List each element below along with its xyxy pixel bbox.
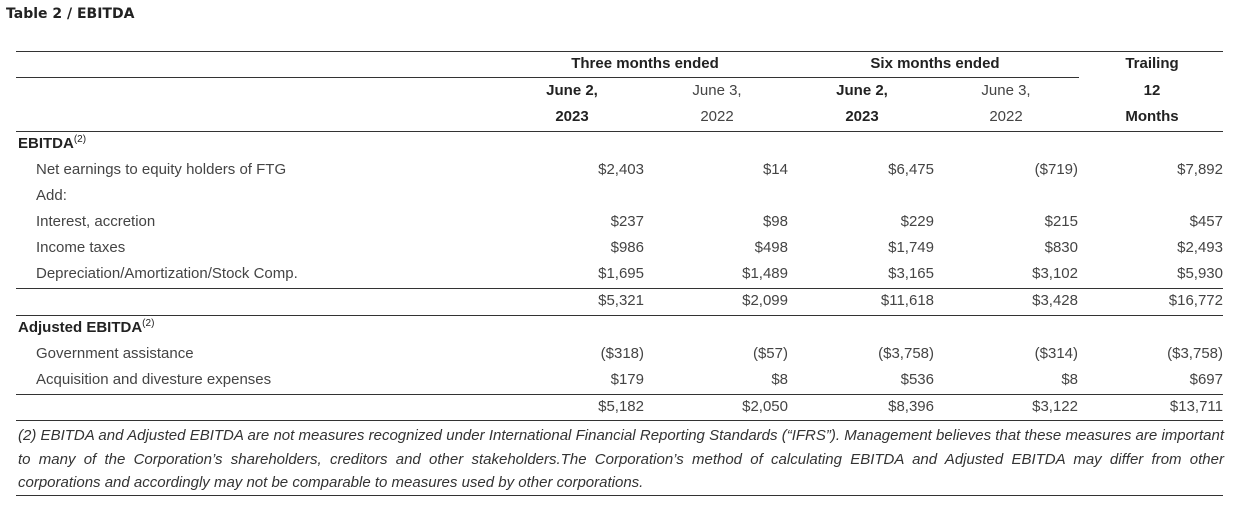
row-value-col4: $830 bbox=[1044, 239, 1078, 256]
header-col1-line2: 2023 bbox=[555, 108, 589, 125]
header-col3-line2: 2023 bbox=[845, 108, 879, 125]
header-group-rule bbox=[16, 77, 1079, 78]
subtotal-rule-2 bbox=[16, 394, 1223, 395]
subtotal-value-trailing: $16,772 bbox=[1168, 292, 1223, 309]
section-ebitda-heading: EBITDA(2) bbox=[18, 134, 87, 153]
footnote-marker: (2) bbox=[142, 318, 155, 329]
row-value-col4: ($719) bbox=[1034, 161, 1078, 178]
total-value-col4: $3,122 bbox=[1032, 398, 1078, 415]
table-title: Table 2 / EBITDA bbox=[6, 6, 135, 22]
header-trailing-line1: Trailing bbox=[1125, 55, 1179, 72]
row-value-col3: $6,475 bbox=[888, 161, 934, 178]
row-value-col1: $237 bbox=[610, 213, 644, 230]
header-six-months: Six months ended bbox=[870, 55, 1000, 72]
row-value-trailing: $2,493 bbox=[1177, 239, 1223, 256]
row-label: Add: bbox=[36, 187, 67, 204]
header-three-months: Three months ended bbox=[571, 55, 719, 72]
header-col4-line2: 2022 bbox=[989, 108, 1023, 125]
row-value-col3: ($3,758) bbox=[878, 345, 934, 362]
row-value-col2: $1,489 bbox=[742, 265, 788, 282]
row-value-col4: $8 bbox=[1061, 371, 1078, 388]
row-label: Interest, accretion bbox=[36, 213, 156, 230]
row-label: Depreciation/Amortization/Stock Comp. bbox=[36, 265, 298, 282]
section-rule-2 bbox=[16, 315, 1223, 316]
row-value-trailing: $697 bbox=[1189, 371, 1223, 388]
footnote-text: (2) EBITDA and Adjusted EBITDA are not m… bbox=[18, 427, 1224, 491]
row-value-col1: $1,695 bbox=[598, 265, 644, 282]
total-value-col1: $5,182 bbox=[598, 398, 644, 415]
row-value-col2: $8 bbox=[771, 371, 788, 388]
header-trailing-line3: Months bbox=[1125, 108, 1179, 125]
row-value-col3: $3,165 bbox=[888, 265, 934, 282]
header-col4-line1: June 3, bbox=[981, 82, 1031, 99]
row-value-col3: $229 bbox=[900, 213, 934, 230]
row-value-col2: $498 bbox=[754, 239, 788, 256]
row-label: Acquisition and divesture expenses bbox=[36, 371, 272, 388]
row-value-trailing: ($3,758) bbox=[1167, 345, 1223, 362]
subtotal-value-col3: $11,618 bbox=[880, 292, 934, 309]
total-value-trailing: $13,711 bbox=[1169, 398, 1223, 415]
row-value-col2: $98 bbox=[762, 213, 788, 230]
header-col1-line1: June 2, bbox=[546, 82, 598, 99]
header-trailing-line2: 12 bbox=[1143, 82, 1161, 99]
row-value-col1: $179 bbox=[610, 371, 644, 388]
row-value-col4: $3,102 bbox=[1032, 265, 1078, 282]
row-value-trailing: $5,930 bbox=[1177, 265, 1223, 282]
subtotal-value-col2: $2,099 bbox=[742, 292, 788, 309]
row-value-col1: ($318) bbox=[600, 345, 644, 362]
row-value-col2: $14 bbox=[762, 161, 788, 178]
total-value-col3: $8,396 bbox=[888, 398, 934, 415]
row-value-col1: $2,403 bbox=[598, 161, 644, 178]
row-label: Net earnings to equity holders of FTG bbox=[36, 161, 287, 178]
row-value-trailing: $7,892 bbox=[1177, 161, 1223, 178]
footnote-marker: (2) bbox=[73, 134, 87, 145]
subtotal-value-col4: $3,428 bbox=[1032, 292, 1078, 309]
row-label: Income taxes bbox=[36, 239, 126, 256]
footnote-bottom-rule bbox=[16, 495, 1223, 496]
header-col2-line1: June 3, bbox=[692, 82, 742, 99]
subtotal-rule-1 bbox=[16, 288, 1223, 289]
total-value-col2: $2,050 bbox=[742, 398, 788, 415]
subtotal-value-col1: $5,321 bbox=[598, 292, 644, 309]
row-value-col4: $215 bbox=[1044, 213, 1078, 230]
row-value-col3: $1,749 bbox=[888, 239, 934, 256]
total-rule bbox=[16, 420, 1223, 421]
header-bottom-rule bbox=[16, 131, 1223, 132]
row-value-col4: ($314) bbox=[1034, 345, 1078, 362]
row-label: Government assistance bbox=[36, 345, 194, 362]
header-col2-line2: 2022 bbox=[700, 108, 734, 125]
table-top-rule bbox=[16, 51, 1223, 52]
header-col3-line1: June 2, bbox=[836, 82, 888, 99]
row-value-trailing: $457 bbox=[1189, 213, 1223, 230]
row-value-col1: $986 bbox=[610, 239, 644, 256]
row-value-col2: ($57) bbox=[752, 345, 788, 362]
row-value-col3: $536 bbox=[900, 371, 934, 388]
section-adjusted-ebitda-heading: Adjusted EBITDA(2) bbox=[18, 318, 155, 337]
